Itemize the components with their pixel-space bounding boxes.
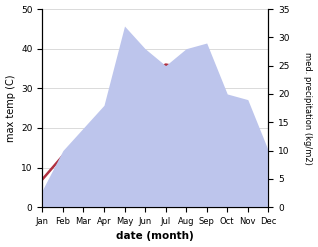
Y-axis label: med. precipitation (kg/m2): med. precipitation (kg/m2): [303, 52, 313, 165]
Y-axis label: max temp (C): max temp (C): [5, 74, 16, 142]
X-axis label: date (month): date (month): [116, 231, 194, 242]
